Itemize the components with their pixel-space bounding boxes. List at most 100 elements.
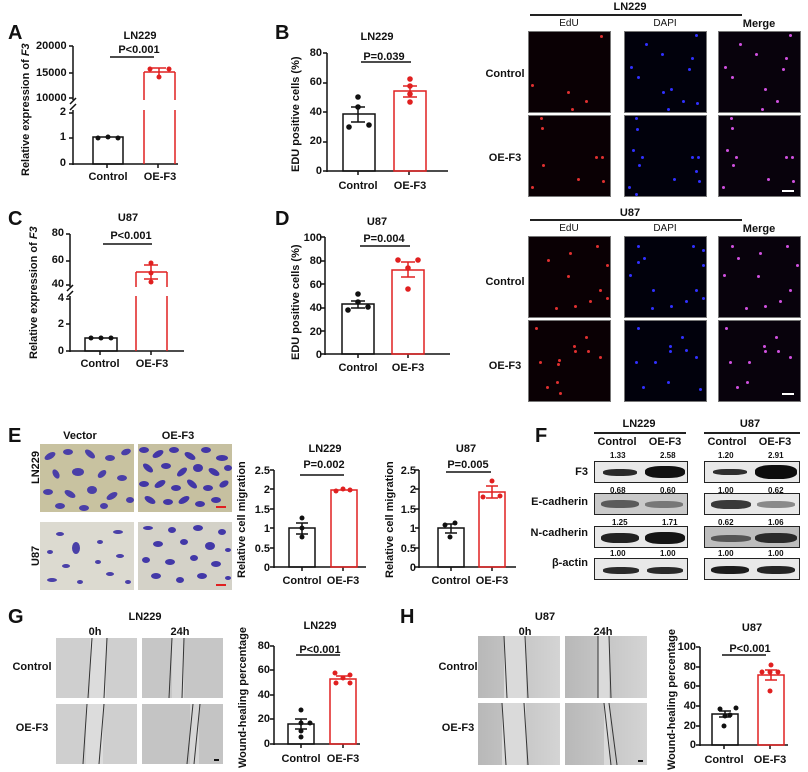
scale-bar xyxy=(216,584,226,586)
edu-image-u87-control xyxy=(528,236,611,318)
panel-letter-a: A xyxy=(8,22,23,44)
chart-g-title: LN229 xyxy=(303,620,337,632)
xtick-oe-f3: OE-F3 xyxy=(326,753,360,765)
merge-image-ln229-control xyxy=(718,31,801,113)
wb-value: 0.68 xyxy=(610,486,626,495)
dapi-image-ln229-oe-f3 xyxy=(624,115,707,197)
edu-ln229-title: LN229 xyxy=(613,1,647,13)
ytick: 2 xyxy=(263,484,270,496)
wound-u87-title: U87 xyxy=(534,611,556,623)
ytick: 2.5 xyxy=(400,465,416,477)
wb-blot-ln229-e-cadherin xyxy=(594,493,688,515)
ytick: 40 xyxy=(51,278,64,290)
wb-value: 1.06 xyxy=(768,518,784,527)
scale-bar xyxy=(782,190,794,192)
wb-lane-label: Control xyxy=(597,436,637,448)
ytick: 40 xyxy=(309,106,322,118)
ytick: 1 xyxy=(59,131,66,143)
scale-bar xyxy=(214,759,219,761)
wb-lane-label: OE-F3 xyxy=(758,436,792,448)
col-edu: EdU xyxy=(559,18,579,29)
col-merge: Merge xyxy=(742,18,776,30)
wb-value: 0.60 xyxy=(660,486,676,495)
edu-u87-title: U87 xyxy=(619,207,641,219)
ytick: 0 xyxy=(315,165,322,177)
col-merge: Merge xyxy=(742,223,776,235)
dapi-image-u87-oe-f3 xyxy=(624,320,707,402)
wb-blot-ln229-beta-actin xyxy=(594,558,688,580)
ytick: 40 xyxy=(683,700,696,712)
wound-ln229-control-24h xyxy=(142,638,223,698)
ytick: 40 xyxy=(257,689,270,701)
chart-a-title: LN229 xyxy=(123,30,157,42)
row-oe-f3: OE-F3 xyxy=(441,722,475,734)
chart-e2-plot xyxy=(415,469,516,571)
ytick: 0 xyxy=(689,739,696,751)
row-control: Control xyxy=(485,276,525,288)
chart-a-plot xyxy=(69,45,178,168)
panel-letter-g: G xyxy=(8,606,24,628)
chart-h-pvalue: P<0.001 xyxy=(729,643,771,655)
ytick: 2 xyxy=(409,484,416,496)
ytick: 0 xyxy=(59,157,66,169)
divider xyxy=(530,219,742,221)
chart-g-plot xyxy=(270,645,360,748)
wb-blot-u87-e-cadherin xyxy=(704,493,800,515)
chart-a-pvalue: P<0.001 xyxy=(118,44,160,56)
ytick: 0 xyxy=(57,345,64,357)
ytick: 20 xyxy=(683,720,696,732)
wb-blot-ln229-n-cadherin xyxy=(594,526,688,548)
chart-e1-plot xyxy=(270,469,366,571)
wound-u87-control-24h xyxy=(565,636,647,698)
ytick: 1 xyxy=(409,523,416,535)
ytick: 100 xyxy=(677,641,696,653)
wb-lane-label: OE-F3 xyxy=(648,436,682,448)
ytick: 0 xyxy=(315,349,322,361)
wound-u87-oe-f3-0h xyxy=(478,703,560,765)
ytick: 0.5 xyxy=(400,543,416,555)
wb-lane-label: Control xyxy=(707,436,747,448)
ytick: 60 xyxy=(51,254,64,266)
xtick-oe-f3: OE-F3 xyxy=(393,180,427,192)
wound-ln229-title: LN229 xyxy=(128,611,162,623)
ytick: 0.5 xyxy=(254,543,270,555)
wound-ln229-control-0h xyxy=(56,638,137,698)
wb-protein-f3: F3 xyxy=(575,466,588,478)
wb-value: 1.00 xyxy=(718,549,734,558)
col-vector: Vector xyxy=(63,430,97,442)
chart-b-title: LN229 xyxy=(360,31,394,43)
chart-e2-pvalue: P=0.005 xyxy=(447,459,489,471)
wb-value: 0.62 xyxy=(718,518,734,527)
chart-e2-title: U87 xyxy=(455,443,477,455)
wb-value: 0.62 xyxy=(768,486,784,495)
ytick: 40 xyxy=(309,302,322,314)
col-dapi: DAPI xyxy=(653,223,677,234)
transwell-u87-vector xyxy=(40,522,134,590)
ytick: 80 xyxy=(51,227,64,239)
ytick: 80 xyxy=(309,255,322,267)
xtick-oe-f3: OE-F3 xyxy=(326,575,360,587)
merge-image-u87-control xyxy=(718,236,801,318)
ytick: 4 xyxy=(57,292,64,304)
chart-d-title: U87 xyxy=(366,216,388,228)
wound-u87-oe-f3-24h xyxy=(565,703,647,765)
ytick: 80 xyxy=(309,47,322,59)
panel-letter-c: C xyxy=(8,208,23,230)
col-24h: 24h xyxy=(593,626,613,638)
scale-bar xyxy=(638,760,643,762)
ytick: 1.5 xyxy=(400,504,416,516)
xtick-control: Control xyxy=(704,754,744,766)
wb-protein-e-cadherin: E-cadherin xyxy=(531,496,588,508)
chart-g-pvalue: P<0.001 xyxy=(299,644,341,656)
xtick-oe-f3: OE-F3 xyxy=(135,358,169,370)
transwell-ln229-vector xyxy=(40,444,134,512)
edu-image-ln229-oe-f3 xyxy=(528,115,611,197)
xtick-control: Control xyxy=(88,171,128,183)
scale-bar xyxy=(216,506,226,508)
panel-letter-b: B xyxy=(275,22,290,44)
merge-image-u87-oe-f3 xyxy=(718,320,801,402)
wb-value: 2.91 xyxy=(768,451,784,460)
ytick: 20 xyxy=(257,713,270,725)
wb-value: 1.33 xyxy=(610,451,626,460)
row-oe-f3: OE-F3 xyxy=(15,722,49,734)
